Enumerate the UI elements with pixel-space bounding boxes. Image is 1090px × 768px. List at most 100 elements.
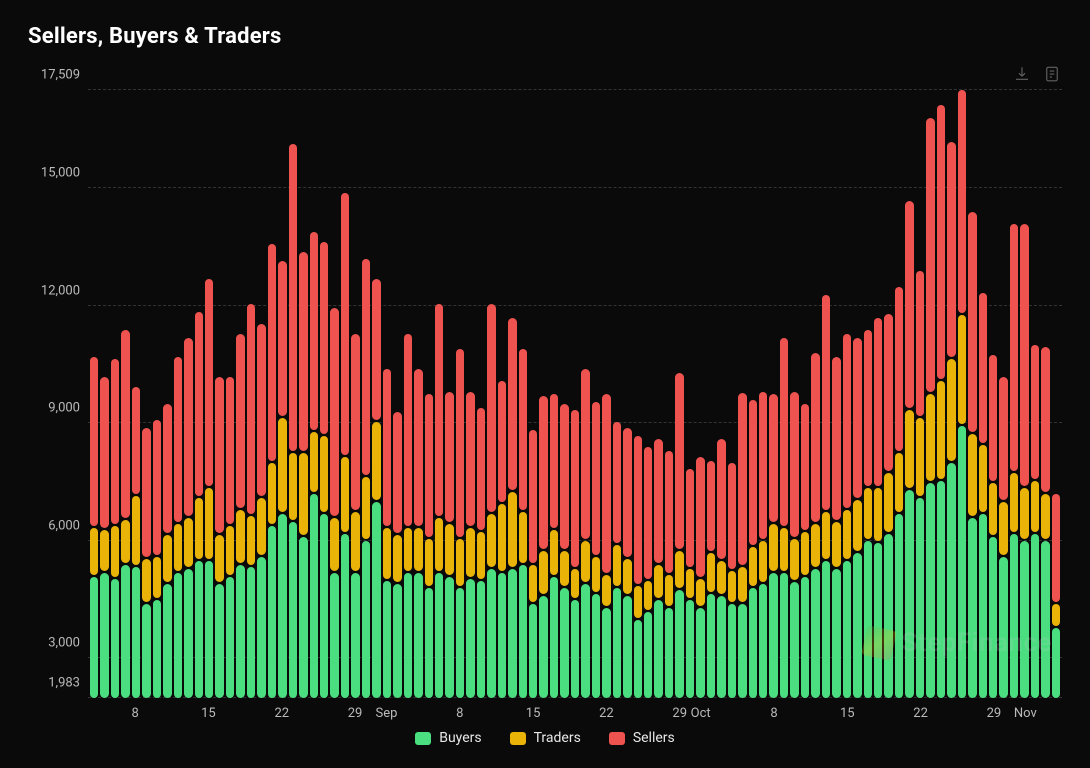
bar-column[interactable]: [341, 90, 349, 698]
bar-column[interactable]: [100, 90, 108, 698]
bar-column[interactable]: [947, 90, 955, 698]
bar-column[interactable]: [717, 90, 725, 698]
bar-column[interactable]: [362, 90, 370, 698]
bar-column[interactable]: [1020, 90, 1028, 698]
bar-column[interactable]: [853, 90, 861, 698]
bar-column[interactable]: [937, 90, 945, 698]
bar-column[interactable]: [487, 90, 495, 698]
bar-column[interactable]: [602, 90, 610, 698]
bar-column[interactable]: [989, 90, 997, 698]
bar-column[interactable]: [498, 90, 506, 698]
bar-column[interactable]: [884, 90, 892, 698]
bar-column[interactable]: [613, 90, 621, 698]
bar-column[interactable]: [916, 90, 924, 698]
bar-column[interactable]: [132, 90, 140, 698]
bar-column[interactable]: [801, 90, 809, 698]
download-icon[interactable]: [1012, 64, 1032, 84]
legend-item-traders[interactable]: Traders: [510, 730, 581, 746]
bar-column[interactable]: [874, 90, 882, 698]
bar-column[interactable]: [958, 90, 966, 698]
bar-column[interactable]: [592, 90, 600, 698]
bar-column[interactable]: [728, 90, 736, 698]
bar-column[interactable]: [905, 90, 913, 698]
bar-column[interactable]: [215, 90, 223, 698]
bar-column[interactable]: [184, 90, 192, 698]
bar-column[interactable]: [665, 90, 673, 698]
bar-column[interactable]: [466, 90, 474, 698]
bar-column[interactable]: [696, 90, 704, 698]
bar-column[interactable]: [435, 90, 443, 698]
legend-item-sellers[interactable]: Sellers: [609, 730, 675, 746]
bar-column[interactable]: [979, 90, 987, 698]
bar-column[interactable]: [195, 90, 203, 698]
bar-column[interactable]: [153, 90, 161, 698]
bar-column[interactable]: [236, 90, 244, 698]
bar-column[interactable]: [456, 90, 464, 698]
bar-column[interactable]: [550, 90, 558, 698]
bar-column[interactable]: [414, 90, 422, 698]
bar-column[interactable]: [393, 90, 401, 698]
bar-column[interactable]: [163, 90, 171, 698]
bar-column[interactable]: [738, 90, 746, 698]
bar-column[interactable]: [686, 90, 694, 698]
bar-column[interactable]: [351, 90, 359, 698]
bar-column[interactable]: [278, 90, 286, 698]
bar-column[interactable]: [707, 90, 715, 698]
legend-item-buyers[interactable]: Buyers: [415, 730, 481, 746]
bar-column[interactable]: [205, 90, 213, 698]
bar-column[interactable]: [623, 90, 631, 698]
bar-column[interactable]: [1052, 90, 1060, 698]
bar-column[interactable]: [769, 90, 777, 698]
bar-column[interactable]: [268, 90, 276, 698]
bar-column[interactable]: [999, 90, 1007, 698]
bar-column[interactable]: [654, 90, 662, 698]
bar-column[interactable]: [508, 90, 516, 698]
bar-column[interactable]: [372, 90, 380, 698]
bar-column[interactable]: [404, 90, 412, 698]
bar-column[interactable]: [226, 90, 234, 698]
bar-column[interactable]: [320, 90, 328, 698]
bar-column[interactable]: [142, 90, 150, 698]
bar-column[interactable]: [864, 90, 872, 698]
bar-column[interactable]: [759, 90, 767, 698]
bar-column[interactable]: [90, 90, 98, 698]
bar-column[interactable]: [560, 90, 568, 698]
bar-column[interactable]: [790, 90, 798, 698]
bar-column[interactable]: [330, 90, 338, 698]
bar-column[interactable]: [174, 90, 182, 698]
bar-column[interactable]: [519, 90, 527, 698]
bar-column[interactable]: [843, 90, 851, 698]
bar-column[interactable]: [299, 90, 307, 698]
bar-column[interactable]: [477, 90, 485, 698]
bar-column[interactable]: [571, 90, 579, 698]
bar-column[interactable]: [822, 90, 830, 698]
bar-column[interactable]: [1031, 90, 1039, 698]
bar-column[interactable]: [111, 90, 119, 698]
bar-segment-sellers: [759, 392, 767, 539]
document-icon[interactable]: [1042, 64, 1062, 84]
bar-column[interactable]: [968, 90, 976, 698]
bar-column[interactable]: [644, 90, 652, 698]
bar-column[interactable]: [121, 90, 129, 698]
bar-column[interactable]: [811, 90, 819, 698]
bar-column[interactable]: [780, 90, 788, 698]
bar-column[interactable]: [832, 90, 840, 698]
bar-column[interactable]: [289, 90, 297, 698]
bar-column[interactable]: [1041, 90, 1049, 698]
bar-column[interactable]: [425, 90, 433, 698]
bar-column[interactable]: [675, 90, 683, 698]
bar-column[interactable]: [257, 90, 265, 698]
bar-column[interactable]: [895, 90, 903, 698]
bar-segment-traders: [560, 551, 568, 586]
bar-column[interactable]: [1010, 90, 1018, 698]
bar-column[interactable]: [926, 90, 934, 698]
bar-column[interactable]: [529, 90, 537, 698]
bar-column[interactable]: [749, 90, 757, 698]
bar-column[interactable]: [581, 90, 589, 698]
bar-column[interactable]: [445, 90, 453, 698]
bar-column[interactable]: [539, 90, 547, 698]
bar-column[interactable]: [383, 90, 391, 698]
bar-column[interactable]: [247, 90, 255, 698]
bar-column[interactable]: [310, 90, 318, 698]
bar-column[interactable]: [634, 90, 642, 698]
